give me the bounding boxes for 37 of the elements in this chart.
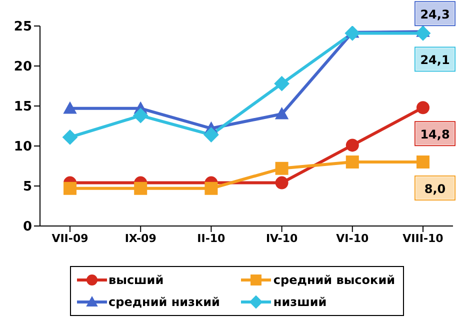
legend-label: низший <box>273 295 327 309</box>
y-tick-label: 0 <box>22 220 32 235</box>
point <box>416 101 430 114</box>
point <box>275 162 288 175</box>
point <box>346 156 359 168</box>
legend-label: средний высокий <box>273 273 396 287</box>
point <box>416 156 430 168</box>
data-label: 8,0 <box>424 182 446 196</box>
point <box>275 108 288 120</box>
x-tick-label: IV-10 <box>266 232 298 245</box>
point <box>275 176 288 190</box>
point <box>62 130 78 145</box>
y-tick-label: 10 <box>14 140 32 155</box>
legend-label: средний низкий <box>108 295 220 309</box>
legend-label: высший <box>108 273 164 287</box>
data-label: 24,3 <box>420 8 450 22</box>
point <box>204 127 219 142</box>
point <box>133 108 148 124</box>
x-tick-label: VII-09 <box>52 232 88 245</box>
x-tick-label: VIII-10 <box>402 232 444 245</box>
y-tick-label: 25 <box>14 20 32 35</box>
point <box>416 26 430 41</box>
point <box>344 26 360 41</box>
y-tick-label: 20 <box>14 60 32 75</box>
point <box>346 138 359 152</box>
point <box>134 182 148 195</box>
data-label: 14,8 <box>420 128 450 142</box>
data-label: 24,1 <box>420 53 450 68</box>
y-tick-label: 15 <box>14 100 32 115</box>
point <box>204 182 218 195</box>
x-tick-label: VI-10 <box>336 232 369 245</box>
y-tick-label: 5 <box>22 180 32 195</box>
point <box>64 182 76 195</box>
x-tick-label: IX-09 <box>124 232 156 245</box>
point <box>64 102 76 114</box>
point <box>274 76 290 92</box>
x-tick-label: II-10 <box>197 232 226 245</box>
